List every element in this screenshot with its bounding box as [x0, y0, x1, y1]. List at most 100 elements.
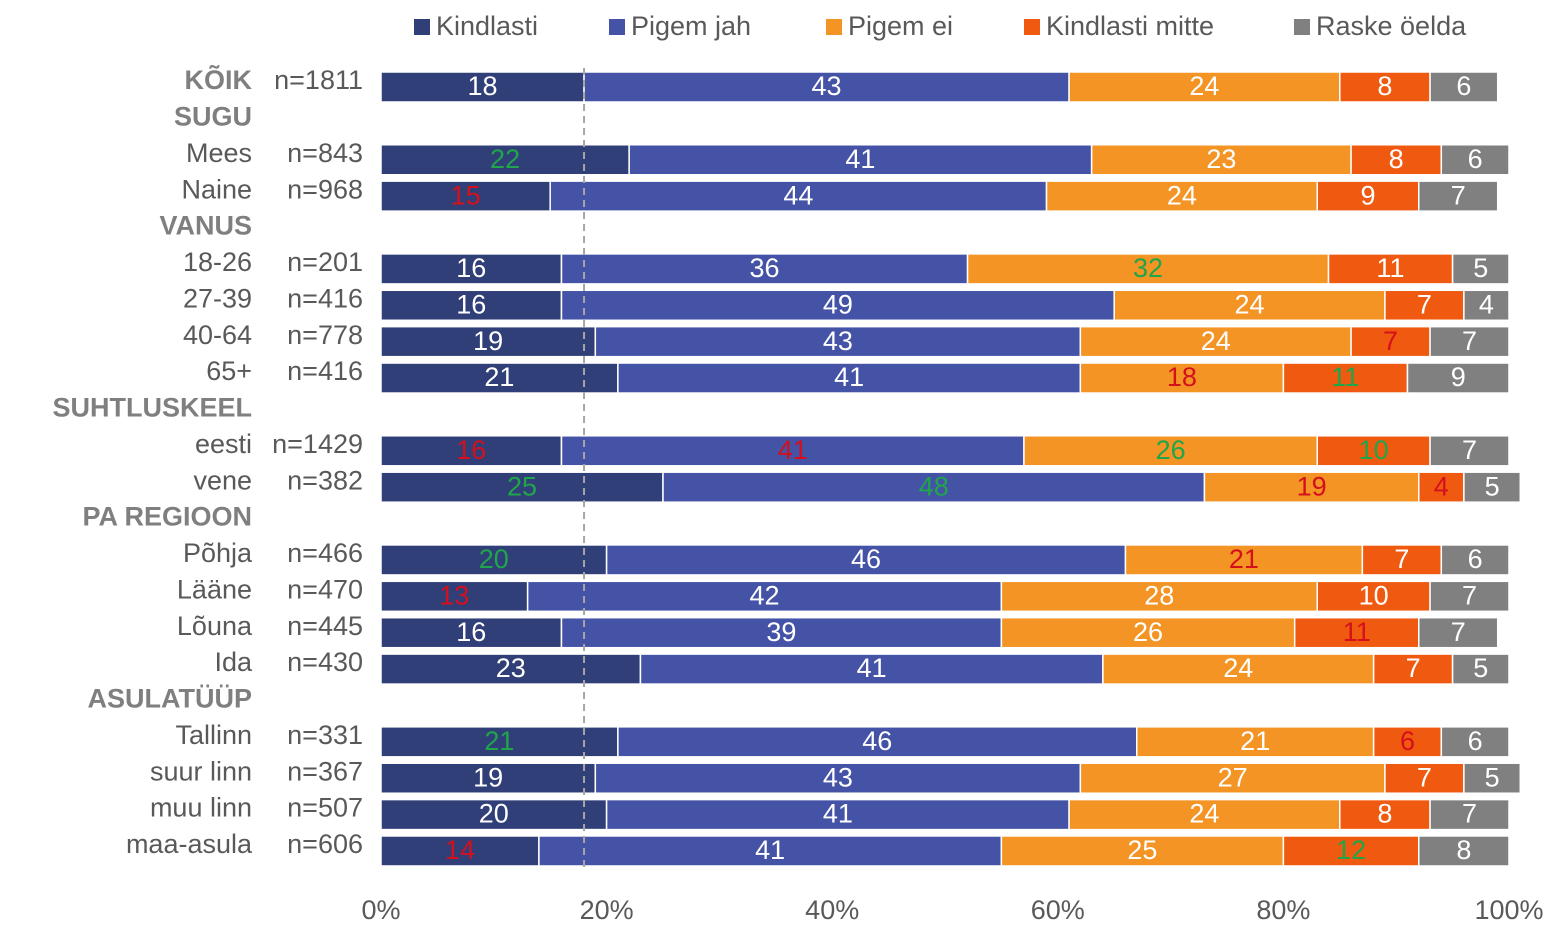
category-label: ASULATÜÜP	[88, 684, 253, 714]
value-label: 24	[1167, 180, 1197, 210]
bar-segment	[1350, 325, 1431, 358]
category-label: Lõuna	[177, 611, 253, 641]
value-label: 6	[1456, 71, 1471, 101]
value-label: 9	[1360, 180, 1375, 210]
bar-segment	[380, 544, 608, 576]
bar-segment	[1463, 289, 1510, 322]
value-label: 8	[1389, 144, 1404, 174]
value-label: 7	[1462, 326, 1477, 356]
category-label: vene	[193, 465, 252, 495]
bar-segment	[1023, 435, 1318, 467]
value-label: 28	[1144, 580, 1174, 610]
value-label: 25	[1127, 835, 1157, 865]
bar-segment	[1440, 726, 1510, 758]
category-label: 27-39	[183, 283, 252, 313]
bar-segment	[380, 435, 563, 467]
bar-segment	[538, 835, 1003, 867]
n-label: n=1811	[274, 65, 363, 95]
value-label: 19	[473, 762, 503, 792]
value-label: 5	[1473, 253, 1488, 283]
bar-segment	[662, 471, 1206, 503]
bar-segment	[966, 253, 1330, 285]
n-label: n=1429	[272, 429, 363, 459]
bar-segment	[560, 435, 1025, 467]
value-label: 16	[456, 253, 486, 283]
bar-segment	[549, 180, 1048, 212]
legend-swatch	[826, 19, 842, 35]
value-label: 5	[1485, 471, 1500, 501]
bar-segment	[1418, 180, 1499, 212]
bar-segment	[1429, 580, 1510, 613]
value-label: 11	[1331, 362, 1359, 392]
n-label: n=778	[287, 320, 363, 350]
category-label: SUHTLUSKEEL	[52, 393, 252, 423]
value-label: 23	[496, 653, 526, 683]
value-label: 27	[1218, 762, 1248, 792]
bar-segment	[1429, 325, 1510, 358]
value-label: 18	[467, 71, 497, 101]
category-label: 65+	[206, 356, 252, 386]
value-label: 15	[451, 180, 481, 210]
n-label: n=445	[287, 611, 363, 641]
bar-segment	[1429, 798, 1510, 831]
bar-segment	[1451, 253, 1510, 285]
x-tick-label: 20%	[580, 895, 634, 925]
n-label: n=430	[287, 647, 363, 677]
value-label: 6	[1400, 726, 1415, 756]
x-tick-label: 100%	[1474, 895, 1543, 925]
value-label: 7	[1394, 544, 1409, 574]
bar-segment	[380, 580, 529, 613]
value-label: 8	[1456, 835, 1471, 865]
bar-segment	[380, 289, 563, 322]
value-label: 11	[1343, 617, 1371, 647]
value-label: 10	[1359, 435, 1389, 465]
bar-segment	[1463, 471, 1522, 503]
bar-segment	[1316, 180, 1420, 212]
bar-segment	[1316, 580, 1431, 613]
category-label: VANUS	[159, 211, 252, 241]
bar-segment	[380, 798, 608, 831]
bar-segment	[1282, 362, 1409, 394]
value-label: 32	[1133, 253, 1163, 283]
bar-segment	[1384, 762, 1465, 794]
value-label: 24	[1201, 326, 1231, 356]
value-label: 13	[439, 580, 469, 610]
category-label: KÕIK	[185, 64, 253, 95]
x-tick-label: 60%	[1031, 895, 1085, 925]
value-label: 41	[857, 653, 887, 683]
n-label: n=382	[287, 465, 363, 495]
bar-segment	[617, 726, 1138, 758]
value-label: 5	[1473, 653, 1488, 683]
n-label: n=466	[287, 538, 363, 568]
value-label: 24	[1189, 799, 1219, 829]
category-label: Mees	[186, 138, 252, 168]
n-label: n=416	[287, 356, 363, 386]
bar-segment	[380, 835, 540, 867]
bar-segment	[1372, 726, 1443, 758]
bar-segment	[1440, 144, 1510, 176]
value-label: 20	[479, 544, 509, 574]
legend-label: Kindlasti	[436, 11, 538, 41]
bar-segment	[380, 71, 585, 103]
bar-segment	[380, 362, 619, 394]
bar-segment	[605, 544, 1127, 576]
bar-segment	[380, 471, 664, 503]
value-label: 6	[1468, 726, 1483, 756]
value-label: 46	[862, 726, 892, 756]
value-label: 4	[1479, 289, 1494, 319]
value-label: 4	[1434, 471, 1449, 501]
value-label: 7	[1462, 580, 1477, 610]
bar-segment	[380, 144, 630, 176]
category-label: maa-asula	[126, 829, 253, 859]
value-label: 44	[783, 180, 813, 210]
bar-segment	[1136, 726, 1375, 758]
value-label: 7	[1417, 762, 1432, 792]
n-label: n=507	[287, 793, 363, 823]
value-label: 7	[1417, 289, 1432, 319]
bar-segment	[1463, 762, 1522, 794]
bar-segment	[560, 616, 1003, 649]
bar-segment	[1079, 762, 1386, 794]
value-label: 6	[1468, 544, 1483, 574]
value-label: 41	[823, 799, 853, 829]
n-label: n=470	[287, 574, 363, 604]
